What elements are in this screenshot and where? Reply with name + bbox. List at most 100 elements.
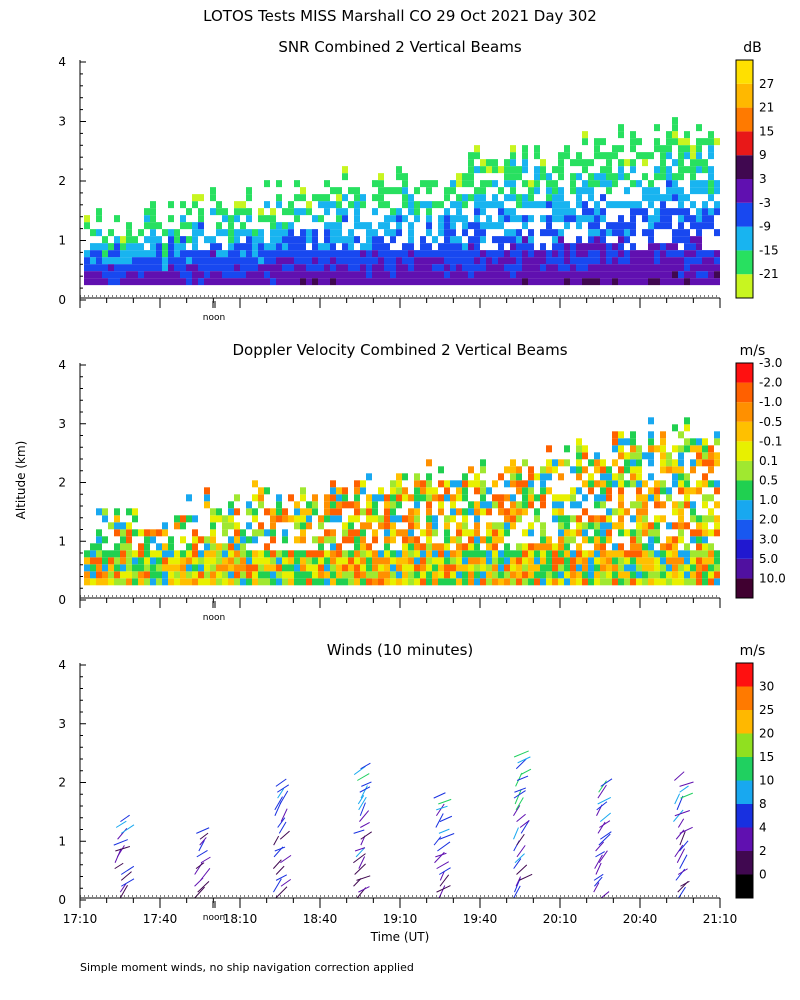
heatmap-cell [426, 494, 432, 502]
heatmap-cell [600, 501, 606, 509]
heatmap-cell [444, 522, 450, 530]
heatmap-cell [660, 173, 666, 181]
heatmap-cell [126, 571, 132, 579]
heatmap-cell [180, 250, 186, 258]
heatmap-cell [690, 557, 696, 565]
heatmap-cell [378, 487, 384, 495]
heatmap-cell [204, 543, 210, 551]
heatmap-cell [678, 271, 684, 279]
heatmap-cell [390, 501, 396, 509]
heatmap-cell [546, 180, 552, 188]
heatmap-cell [150, 564, 156, 572]
heatmap-cell [174, 236, 180, 244]
heatmap-cell [150, 529, 156, 537]
heatmap-cell [324, 194, 330, 202]
heatmap-cell [510, 480, 516, 488]
heatmap-cell [594, 459, 600, 467]
heatmap-cell [570, 550, 576, 558]
heatmap-cell [558, 522, 564, 530]
wind-barb [356, 875, 371, 881]
heatmap-cell [678, 508, 684, 516]
heatmap-cell [372, 536, 378, 544]
heatmap-cell [420, 550, 426, 558]
heatmap-cell [342, 271, 348, 279]
heatmap-cell [708, 564, 714, 572]
heatmap-cell [666, 138, 672, 146]
heatmap-cell [426, 187, 432, 195]
heatmap-cell [480, 257, 486, 265]
heatmap-cell [408, 543, 414, 551]
heatmap-cell [576, 215, 582, 223]
heatmap-cell [426, 487, 432, 495]
heatmap-cell [450, 501, 456, 509]
heatmap-cell [330, 543, 336, 551]
heatmap-cell [588, 159, 594, 167]
heatmap-cell [486, 180, 492, 188]
heatmap-cell [444, 278, 450, 286]
heatmap-cell [96, 243, 102, 251]
heatmap-cell [246, 508, 252, 516]
heatmap-cell [282, 264, 288, 272]
heatmap-cell [204, 564, 210, 572]
heatmap-cell [126, 522, 132, 530]
heatmap-cell [504, 550, 510, 558]
heatmap-cell [570, 529, 576, 537]
colorbar-swatch [736, 274, 753, 298]
heatmap-cell [438, 250, 444, 258]
heatmap-cell [396, 529, 402, 537]
heatmap-cell [414, 271, 420, 279]
heatmap-cell [288, 515, 294, 523]
heatmap-cell [552, 501, 558, 509]
heatmap-cell [84, 564, 90, 572]
colorbar-label: -2.0 [759, 376, 782, 390]
heatmap-cell [576, 201, 582, 209]
heatmap-cell [516, 257, 522, 265]
heatmap-cell [474, 501, 480, 509]
heatmap-cell [84, 271, 90, 279]
wind-barb [120, 865, 135, 875]
heatmap-cell [468, 194, 474, 202]
heatmap-cell [696, 250, 702, 258]
heatmap-cell [426, 578, 432, 586]
heatmap-cell [552, 180, 558, 188]
heatmap-cell [270, 264, 276, 272]
heatmap-cell [102, 508, 108, 516]
heatmap-cell [666, 459, 672, 467]
heatmap-cell [402, 250, 408, 258]
heatmap-cell [276, 515, 282, 523]
heatmap-cell [168, 201, 174, 209]
heatmap-cell [660, 445, 666, 453]
heatmap-cell [312, 257, 318, 265]
heatmap-cell [618, 571, 624, 579]
heatmap-cell [108, 229, 114, 237]
heatmap-cell [588, 473, 594, 481]
heatmap-cell [168, 264, 174, 272]
heatmap-cell [684, 257, 690, 265]
heatmap-cell [666, 131, 672, 139]
heatmap-cell [714, 487, 720, 495]
heatmap-cell [588, 257, 594, 265]
plots-group: SNR Combined 2 Vertical Beams01234noon-2… [14, 38, 786, 944]
colorbar-label: -15 [759, 243, 779, 257]
heatmap-cell [300, 529, 306, 537]
heatmap-cell [186, 515, 192, 523]
heatmap-cell [624, 508, 630, 516]
heatmap-cell [678, 487, 684, 495]
heatmap-cell [390, 557, 396, 565]
heatmap-cell [216, 264, 222, 272]
heatmap-cell [360, 536, 366, 544]
heatmap-cell [570, 215, 576, 223]
heatmap-cell [186, 550, 192, 558]
heatmap-cell [696, 152, 702, 160]
heatmap-cell [234, 243, 240, 251]
heatmap-cell [654, 487, 660, 495]
heatmap-cell [576, 152, 582, 160]
heatmap-cell [588, 522, 594, 530]
heatmap-cell [600, 557, 606, 565]
heatmap-cell [642, 215, 648, 223]
heatmap-cell [300, 571, 306, 579]
heatmap-cell [342, 578, 348, 586]
heatmap-cell [318, 215, 324, 223]
heatmap-cell [534, 557, 540, 565]
heatmap-cell [192, 243, 198, 251]
